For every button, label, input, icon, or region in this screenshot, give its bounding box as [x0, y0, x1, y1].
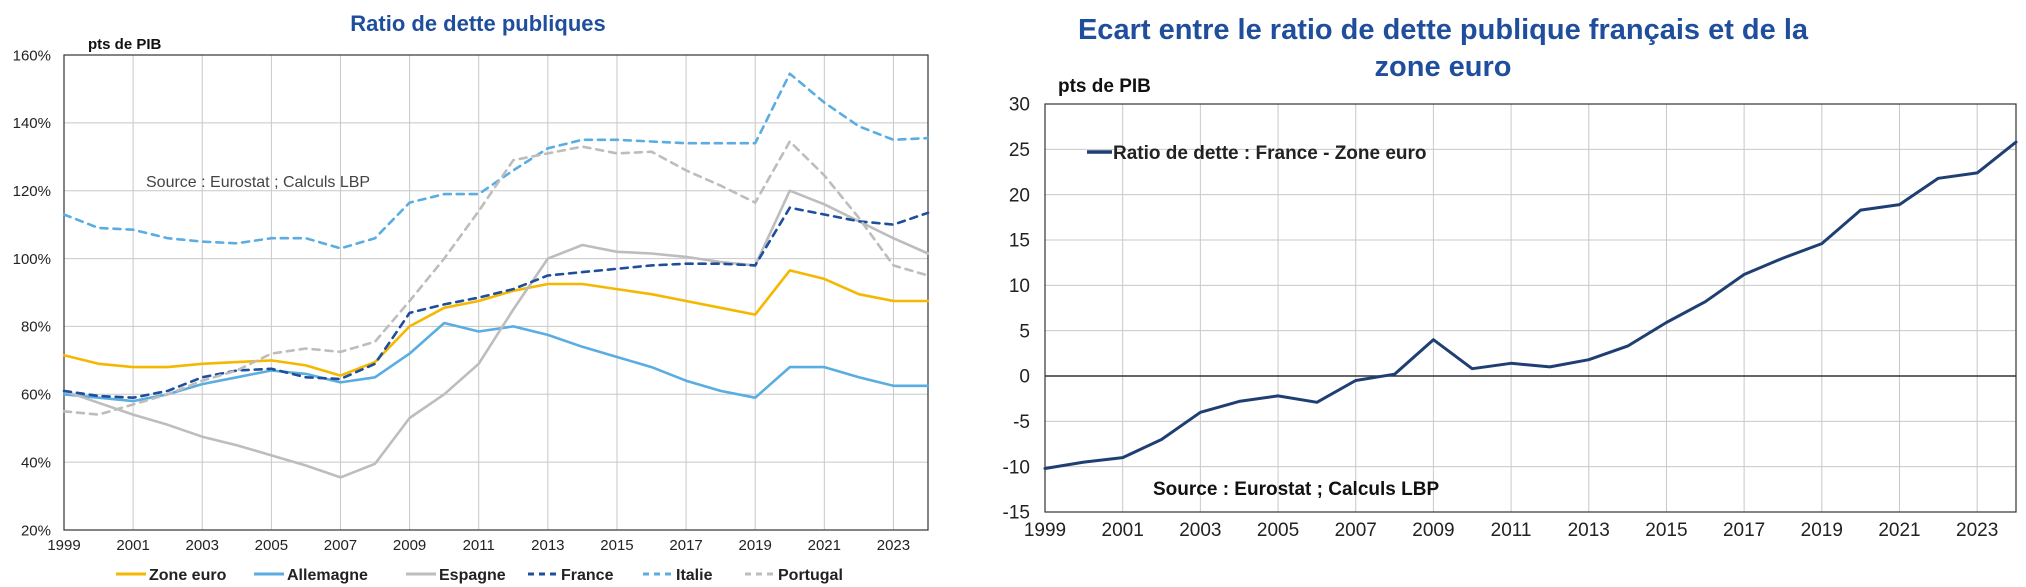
x-tick-label-2013: 2013: [531, 537, 564, 554]
left-chart-title: Ratio de dette publiques: [350, 11, 605, 36]
series-line-france: [62, 206, 930, 400]
left-chart: Ratio de dette publiques pts de PIB 20% 4…: [13, 11, 930, 584]
y-tick-label--5: -5: [1013, 412, 1030, 433]
right-chart: Ecart entre le ratio de dette publique f…: [1003, 14, 2018, 541]
y-tick-label-160%: 160%: [13, 47, 51, 64]
x-tick-label-2007: 2007: [1335, 520, 1377, 541]
right-x-ticks: 1999 2001 2003 2005 2007 2009 2011 2013 2015 2017…: [1024, 520, 1998, 541]
y-tick-label-15: 15: [1009, 231, 1030, 252]
right-chart-title-line-1: Ecart entre le ratio de dette publique f…: [1078, 14, 1809, 46]
x-tick-label-2023: 2023: [1956, 520, 1998, 541]
y-tick-label-80%: 80%: [21, 319, 51, 336]
legend-label-espagne: Espagne: [439, 567, 506, 584]
x-tick-label-2001: 2001: [116, 537, 149, 554]
y-tick-label-100%: 100%: [13, 251, 51, 268]
right-legend: Ratio de dette : France - Zone euro: [1087, 143, 1427, 164]
left-x-ticks: 1999 2001 2003 2005 2007 2009 2011 2013 2015 2017…: [47, 537, 910, 554]
x-tick-label-2001: 2001: [1102, 520, 1144, 541]
y-tick-label-120%: 120%: [13, 183, 51, 200]
right-y-ticks: -15 -10 -5 0 5 10 15 20 25 30: [1003, 95, 1030, 524]
x-tick-label-2021: 2021: [1878, 520, 1920, 541]
x-tick-label-2015: 2015: [1645, 520, 1687, 541]
right-grid: [1044, 103, 2017, 513]
series-line-ratio-de-dette-france-zone-euro: [1043, 140, 2018, 470]
x-tick-label-2013: 2013: [1568, 520, 1610, 541]
x-tick-label-2007: 2007: [324, 537, 357, 554]
left-y-ticks: 20% 40% 60% 80% 100% 120% 140% 160%: [13, 47, 51, 539]
right-source-note: Source : Eurostat ; Calculs LBP: [1153, 479, 1439, 500]
left-series: [62, 72, 930, 479]
series-line-espagne: [62, 189, 930, 479]
y-tick-label-10: 10: [1009, 276, 1030, 297]
x-tick-label-2023: 2023: [877, 537, 910, 554]
left-y-unit-label: pts de PIB: [88, 36, 162, 53]
x-tick-label-2009: 2009: [1412, 520, 1454, 541]
x-tick-label-2011: 2011: [463, 537, 495, 554]
x-tick-label-2009: 2009: [393, 537, 426, 554]
x-tick-label-2011: 2011: [1491, 520, 1532, 541]
y-tick-label-0: 0: [1019, 367, 1030, 388]
y-tick-label-20: 20: [1009, 185, 1030, 206]
legend-label-ratio-de-dette: Ratio de dette : France - Zone euro: [1113, 143, 1427, 164]
series-line-italie: [62, 72, 930, 250]
left-legend: Zone euro Allemagne Espagne France Italie Por…: [116, 567, 843, 584]
right-y-unit-label: pts de PIB: [1058, 76, 1151, 97]
series-line-portugal: [62, 140, 930, 416]
x-tick-label-2017: 2017: [669, 537, 702, 554]
legend-label-portugal: Portugal: [778, 567, 843, 584]
y-tick-label--15: -15: [1003, 503, 1030, 524]
x-tick-label-2003: 2003: [1179, 520, 1221, 541]
plot-frame: [63, 54, 929, 531]
x-tick-label-2003: 2003: [186, 537, 219, 554]
x-tick-label-2005: 2005: [255, 537, 288, 554]
series-line-allemagne: [62, 321, 930, 403]
plot-frame: [1044, 103, 2017, 513]
x-tick-label-2019: 2019: [739, 537, 772, 554]
left-grid: [63, 54, 929, 531]
legend-label-italie: Italie: [676, 567, 713, 584]
legend-label-allemagne: Allemagne: [287, 567, 368, 584]
y-tick-label-140%: 140%: [13, 115, 51, 132]
x-tick-label-2015: 2015: [600, 537, 633, 554]
right-chart-title-line-2: zone euro: [1375, 51, 1512, 83]
x-tick-label-2005: 2005: [1257, 520, 1299, 541]
right-series: [1043, 140, 2018, 470]
y-tick-label-5: 5: [1019, 321, 1030, 342]
legend-label-zone-euro: Zone euro: [149, 567, 227, 584]
series-line-zone-euro: [62, 269, 930, 377]
x-tick-label-1999: 1999: [1024, 520, 1066, 541]
y-tick-label-60%: 60%: [21, 387, 51, 404]
y-tick-label-20%: 20%: [21, 522, 51, 539]
y-tick-label-40%: 40%: [21, 454, 51, 471]
x-tick-label-2017: 2017: [1723, 520, 1765, 541]
legend-label-france: France: [561, 567, 614, 584]
left-source-note: Source : Eurostat ; Calculs LBP: [146, 174, 370, 191]
x-tick-label-2021: 2021: [808, 537, 841, 554]
y-tick-label--10: -10: [1003, 457, 1030, 478]
y-tick-label-25: 25: [1009, 140, 1030, 161]
x-tick-label-1999: 1999: [47, 537, 80, 554]
x-tick-label-2019: 2019: [1801, 520, 1843, 541]
y-tick-label-30: 30: [1009, 95, 1030, 116]
